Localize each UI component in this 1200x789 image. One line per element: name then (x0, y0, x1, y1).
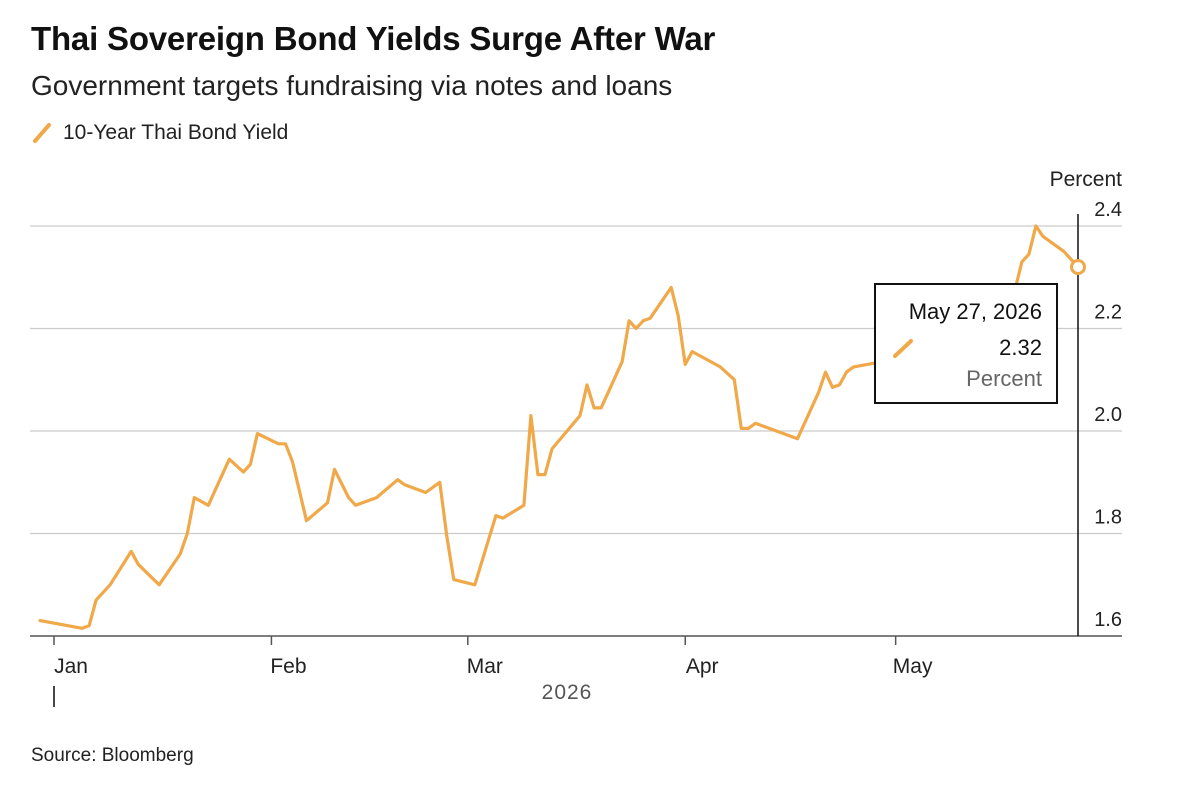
source-note: Source: Bloomberg (31, 745, 194, 766)
chart-title: Thai Sovereign Bond Yields Surge After W… (31, 20, 716, 57)
tooltip-line-icon (893, 339, 913, 358)
y-tick-label: 2.2 (1094, 302, 1122, 324)
tooltip-value: 2.32 (999, 335, 1042, 360)
x-tick-label: Mar (467, 655, 503, 678)
y-tick-label: 2.4 (1094, 199, 1122, 221)
x-tick-label: Apr (686, 655, 719, 678)
legend-line-icon (33, 123, 51, 143)
x-axis-label: 2026 (542, 681, 593, 704)
legend: 10-Year Thai Bond Yield (31, 118, 288, 148)
chart-subtitle: Government targets fundraising via notes… (31, 70, 673, 101)
y-tick-label: 2.0 (1094, 404, 1122, 426)
y-tick-label: 1.6 (1094, 609, 1122, 631)
y-axis-label: Percent (1050, 168, 1123, 191)
tooltip-date: May 27, 2026 (908, 299, 1042, 324)
tooltip-unit: Percent (966, 366, 1042, 391)
hover-tooltip: May 27, 2026 2.32 Percent (874, 283, 1058, 404)
y-tick-label: 1.8 (1094, 507, 1122, 529)
hover-point (1070, 259, 1086, 275)
x-tick-label: May (893, 655, 933, 678)
series-line (38, 224, 1080, 630)
x-tick-label: Jan (54, 655, 88, 678)
legend-label: 10-Year Thai Bond Yield (63, 121, 289, 144)
x-tick-label: Feb (270, 655, 306, 678)
